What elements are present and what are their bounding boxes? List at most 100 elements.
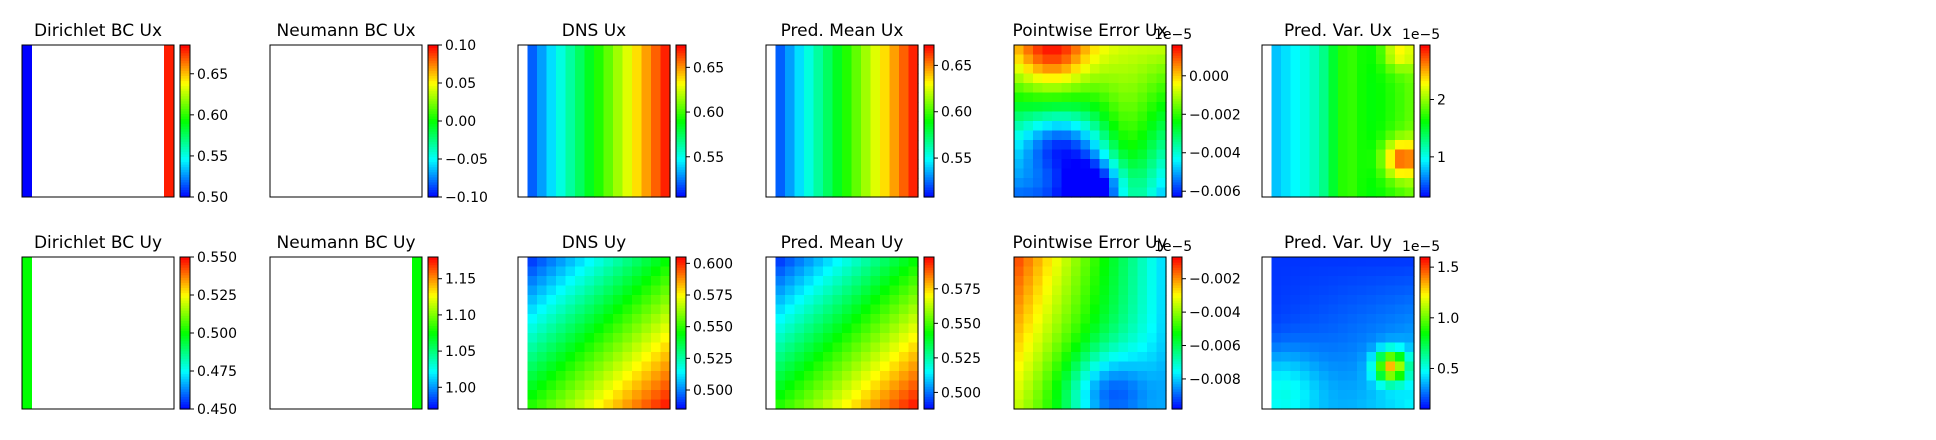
heatmap-cell [1347, 92, 1358, 103]
colorbar-segment [676, 171, 686, 175]
heatmap-cell [1042, 257, 1053, 268]
heatmap-cell [861, 102, 872, 113]
heatmap-cell [1042, 304, 1053, 315]
colorbar-segment [924, 133, 934, 137]
heatmap-cell [1281, 64, 1292, 75]
heatmap-cell [1080, 168, 1091, 179]
heatmap-cell [603, 168, 614, 179]
heatmap-cell [1137, 140, 1148, 151]
heatmap-cell [1300, 257, 1311, 268]
heatmap-cell [632, 371, 643, 382]
heatmap-cell [851, 92, 862, 103]
heatmap-cell [880, 73, 891, 84]
colorbar-segment [1420, 368, 1430, 372]
heatmap-cell [1281, 149, 1292, 160]
heatmap-cell [861, 73, 872, 84]
heatmap-cell [823, 399, 834, 410]
heatmap-cell [1376, 92, 1387, 103]
heatmap-cell [546, 266, 557, 277]
colorbar-segment [676, 169, 686, 173]
heatmap-cell [1052, 159, 1063, 170]
heatmap-cell [651, 178, 662, 189]
heatmap-cell [870, 314, 881, 325]
colorbar-segment [1420, 398, 1430, 402]
heatmap-cell [804, 83, 815, 94]
heatmap-cell [1366, 390, 1377, 401]
colorbar-segment [428, 345, 438, 349]
heatmap-cell [1118, 187, 1129, 198]
colorbar-segment [1172, 295, 1182, 299]
colorbar-segment [1172, 151, 1182, 155]
heatmap-cell [603, 314, 614, 325]
colorbar-segment [1172, 108, 1182, 112]
heatmap-cell [1395, 45, 1406, 56]
heatmap-cell [851, 390, 862, 401]
colorbar-segment [428, 131, 438, 135]
colorbar-segment [676, 136, 686, 140]
heatmap-cell [575, 304, 586, 315]
heatmap-cell [1338, 159, 1349, 170]
heatmap-cell [1128, 371, 1139, 382]
heatmap-cell [1023, 130, 1034, 141]
heatmap-cell [899, 102, 910, 113]
heatmap-cell [1109, 187, 1120, 198]
heatmap-cell [1137, 149, 1148, 160]
heatmap-cell [880, 102, 891, 113]
colorbar-segment [180, 171, 190, 175]
heatmap-cell [1319, 111, 1330, 122]
colorbar-segment [676, 358, 686, 362]
colorbar-segment [1420, 287, 1430, 291]
heatmap-cell [823, 352, 834, 363]
heatmap-cell [1385, 187, 1396, 198]
colorbar-tick-label: 0.05 [445, 76, 476, 92]
colorbar-tick-label: 0.550 [197, 250, 237, 266]
heatmap-cell [546, 159, 557, 170]
heatmap-cell [1014, 168, 1025, 179]
panel-pointwise-error-ux: Pointwise Error Ux−0.006−0.004−0.0020.00… [1013, 21, 1241, 200]
heatmap-cell [1271, 390, 1282, 401]
heatmap-cell [1328, 178, 1339, 189]
heatmap-cell [537, 64, 548, 75]
colorbar-tick-label: 0.600 [693, 256, 733, 272]
heatmap-cell [804, 111, 815, 122]
colorbar-segment [676, 75, 686, 79]
heatmap-cell [1376, 121, 1387, 132]
heatmap-cell [785, 390, 796, 401]
heatmap-cell [613, 187, 624, 198]
heatmap-cell [870, 111, 881, 122]
colorbar-segment [676, 179, 686, 183]
heatmap-cell [823, 304, 834, 315]
heatmap-cell [794, 323, 805, 334]
colorbar-segment [1172, 284, 1182, 288]
heatmap-cell [1014, 399, 1025, 410]
heatmap-cell [832, 314, 843, 325]
colorbar-segment [428, 62, 438, 66]
heatmap-cell [575, 187, 586, 198]
heatmap-cell [1023, 361, 1034, 372]
heatmap-cell [870, 333, 881, 344]
heatmap-cell [804, 266, 815, 277]
heatmap-cell [1071, 92, 1082, 103]
colorbar-segment [428, 327, 438, 332]
heatmap-cell [1300, 159, 1311, 170]
heatmap-cell [1338, 276, 1349, 287]
heatmap-cell [1309, 285, 1320, 296]
heatmap-cell [651, 45, 662, 56]
colorbar-segment [676, 350, 686, 354]
heatmap-cell [527, 45, 538, 56]
heatmap-cell [556, 314, 567, 325]
heatmap-cell [1042, 111, 1053, 122]
heatmap-cell [1376, 276, 1387, 287]
colorbar-segment [924, 272, 934, 276]
heatmap-cell [575, 295, 586, 306]
heatmap-cell [1099, 54, 1110, 65]
heatmap-cell [556, 342, 567, 353]
colorbar-segment [924, 179, 934, 183]
heatmap-cell [556, 111, 567, 122]
heatmap-cell [603, 149, 614, 160]
heatmap-cell [537, 276, 548, 287]
colorbar-segment [180, 191, 190, 196]
heatmap-cell [908, 371, 919, 382]
heatmap-cell [537, 266, 548, 277]
colorbar-segment [180, 376, 190, 380]
